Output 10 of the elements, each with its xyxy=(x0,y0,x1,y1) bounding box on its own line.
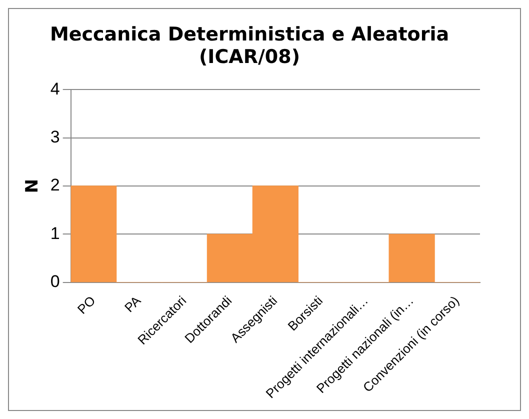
chart-title: Meccanica Deterministica e Aleatoria (ICAR/08) xyxy=(50,23,450,68)
bar xyxy=(388,234,435,282)
x-tick-label: PO xyxy=(74,292,98,317)
y-axis-title: N xyxy=(22,178,43,194)
y-tick-label: 2 xyxy=(50,176,60,195)
y-tick-label: 1 xyxy=(50,224,60,243)
y-tick-label: 0 xyxy=(50,272,60,292)
bar xyxy=(70,186,117,282)
y-tick-label: 3 xyxy=(50,127,60,146)
y-tick-label: 4 xyxy=(50,79,60,98)
